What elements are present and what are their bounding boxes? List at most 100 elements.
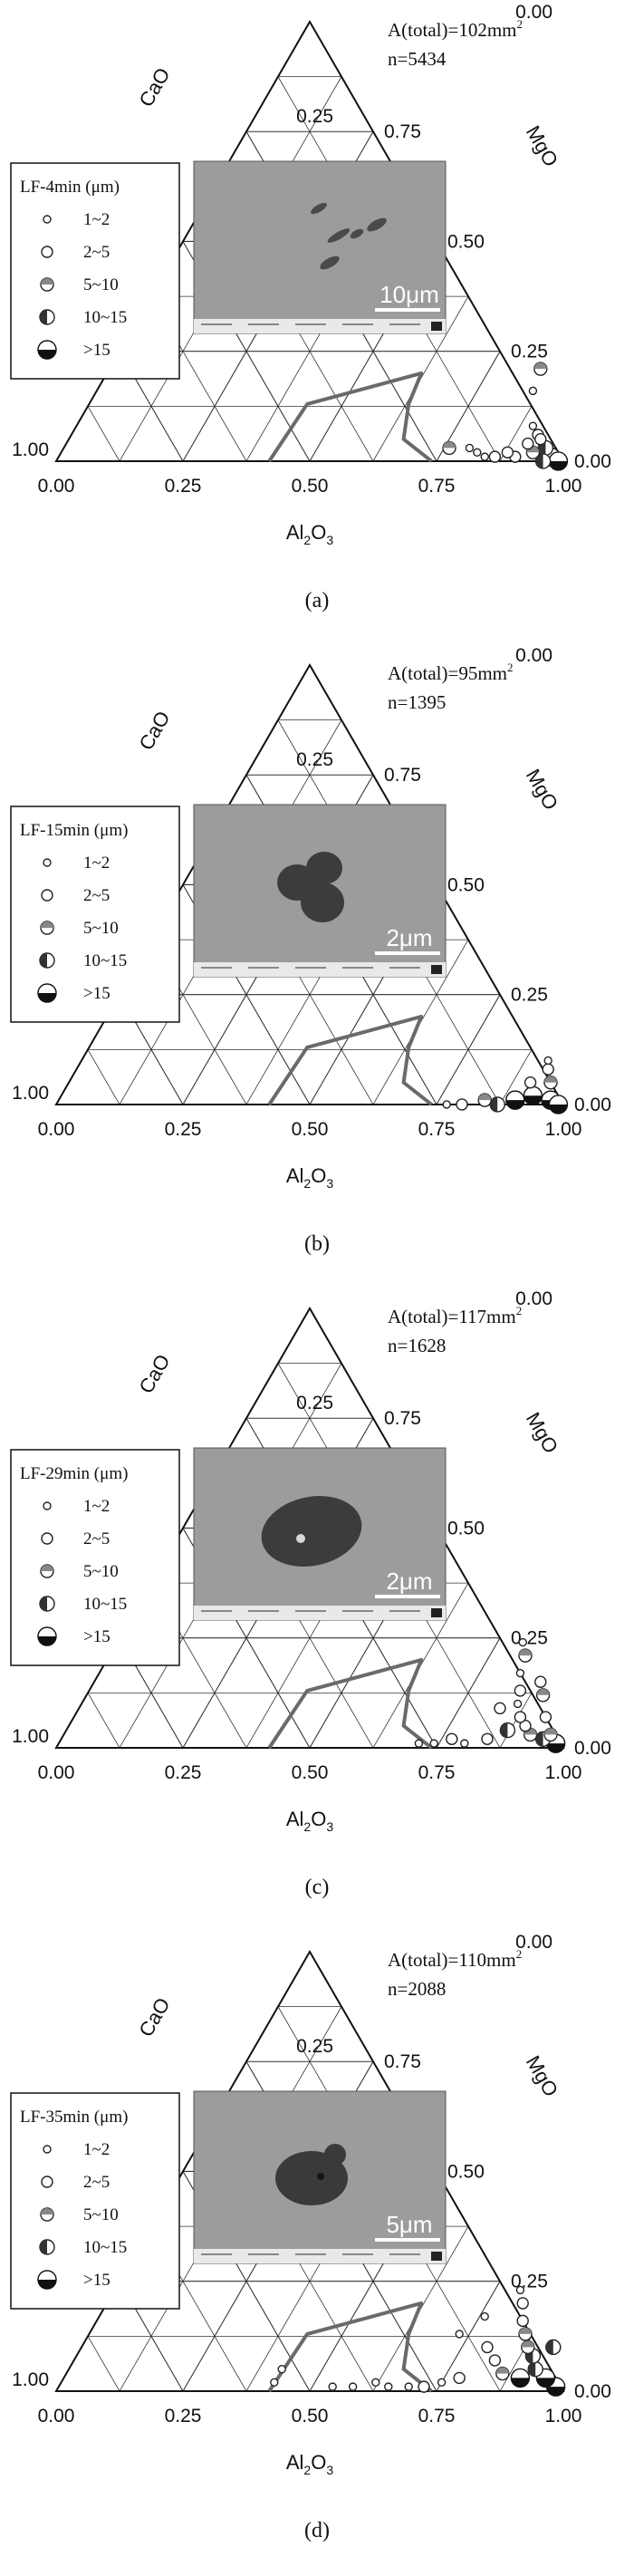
inclusion-fill [535,1732,543,1747]
inclusion-ring [518,1637,527,1647]
inclusion-point [534,433,547,446]
inclusion-ring [542,1063,554,1076]
inclusion-ring [446,1732,458,1745]
al2o3-axis-title: Al2O3 [286,1164,333,1191]
inclusion-point [505,1090,525,1110]
inclusion-fill [495,2367,509,2374]
total-area-label: A(total)=102mm2 [388,17,523,41]
inclusion-fill [545,2340,553,2355]
inclusion-ring [43,1501,52,1510]
grid-line [436,2281,501,2392]
micrograph-info-text [342,1610,373,1612]
inclusion-fill [536,1688,550,1695]
inclusion-particle [311,202,327,215]
al2o3-tick-label: 0.00 [38,1762,75,1783]
cao-tick-label: 1.00 [12,1083,49,1104]
micrograph-logo [431,322,442,331]
inclusion-point [501,446,514,458]
ternary-panel-a: 0.00 0.00 0.25 0.25 0.50 0.50 0.75 0.75 1.00 0.00… [10,2,611,613]
grid-line [87,1049,120,1105]
legend-title: LF-35min (μm) [20,2108,128,2127]
inclusion-particle [367,217,387,232]
legend-label: 2~5 [83,243,110,262]
inclusion-fill [519,2327,532,2334]
inclusion-ring [43,215,52,224]
legend: LF-4min (μm) 1~2 2~5 5~10 10~15 >15 [10,162,180,380]
inclusion-count-label: n=2088 [388,1978,446,2000]
al2o3-tick-label: 0.25 [165,1119,202,1140]
inclusion-ring [488,450,502,463]
total-area-label: A(total)=110mm2 [388,1947,522,1971]
inclusion-ring [534,433,547,446]
al2o3-axis-title: Al2O3 [286,2451,333,2477]
mgo-axis-title: MgO [522,1408,562,1457]
inclusion-ring [528,421,538,430]
inclusion-point [455,2330,464,2339]
inclusion-point [513,1699,523,1709]
inclusion-point [495,2366,510,2381]
inclusion-ring [515,2285,525,2295]
inclusion-point [533,362,548,376]
micrograph-info-text [342,323,373,325]
legend-symbol [37,2270,57,2290]
inclusion-fill [38,2280,56,2289]
legend-label: >15 [83,984,110,1003]
inclusion-ring [429,1739,438,1748]
inclusion-point [499,1722,516,1739]
inclusion-point [543,1076,558,1090]
al2o3-tick-label: 0.50 [292,476,329,497]
al2o3-tick-label: 0.75 [418,2406,456,2426]
micrograph-logo [431,965,442,974]
al2o3-tick-label: 0.50 [292,1119,329,1140]
inclusion-fill [478,1094,492,1101]
scale-bar [375,951,440,955]
inclusion-ring [539,1711,552,1723]
legend-label: 1~2 [83,854,110,873]
inclusion-ring [41,2176,53,2188]
cao-tick-label: 1.00 [12,2369,49,2390]
inclusion-ring [41,889,53,902]
legend-label: 5~10 [83,1562,119,1581]
al2o3-tick-label: 0.25 [165,476,202,497]
inclusion-ring [384,2382,393,2391]
inclusion-point [518,2327,533,2341]
grid-line [87,1693,120,1749]
legend-box [10,1449,180,1666]
micrograph-info-text [342,2253,373,2255]
inclusion-fill [549,460,568,470]
inclusion-core [317,2173,324,2180]
cao-axis-title: CaO [134,63,174,111]
inclusion-ring [453,2371,466,2385]
micrograph-info-text [248,967,279,969]
mgo-tick-label: 0.25 [511,1628,548,1649]
tick-labels: 0.00 0.00 0.25 0.25 0.50 0.50 0.75 0.75 1.00 0.00… [12,645,611,1140]
legend-label: >15 [83,1627,110,1646]
al2o3-tick-label: 0.50 [292,2406,329,2426]
inclusion-point [527,2361,543,2378]
inclusion-ring [442,1100,451,1109]
mgo-tick-label: 0.75 [384,765,421,786]
inclusion-point [521,2340,535,2355]
legend-symbol [43,1501,52,1510]
inclusion-point [348,2382,358,2391]
inclusion-point [477,1093,492,1107]
cao-tick-label: 0.25 [296,1393,333,1413]
scale-bar-label: 5μm [386,2211,432,2238]
inclusion-ring [473,448,482,457]
inclusion-point [528,421,538,430]
legend-symbol [40,921,54,935]
micrograph-info-text [201,1610,232,1612]
inclusion-ring [534,1675,547,1688]
micrograph-info-text [295,1610,326,1612]
inclusion-ring [41,246,53,258]
inclusion-points [270,2285,566,2397]
inclusion-ring [481,2340,494,2354]
panel-caption: (a) [305,589,330,613]
inclusion-particle [306,852,342,884]
inclusion-point [418,2380,430,2393]
inclusion-point [522,437,534,450]
liquid-region-boundary [267,1014,433,1106]
inclusion-fill [546,1743,565,1753]
legend-title: LF-4min (μm) [20,178,120,197]
legend-symbol [39,2239,55,2255]
